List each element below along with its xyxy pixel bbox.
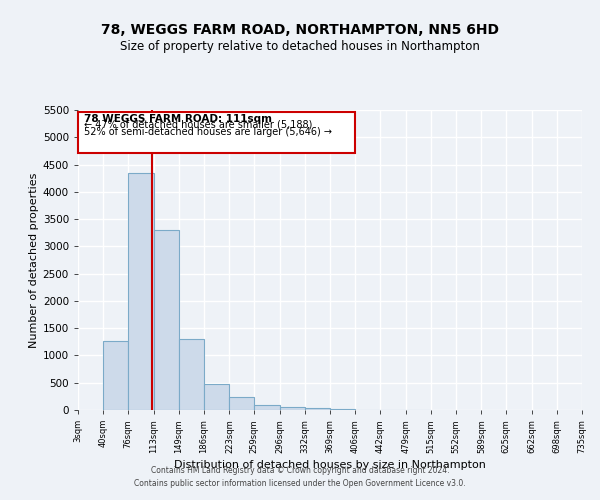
Bar xyxy=(280,407,305,410)
Text: Contains HM Land Registry data © Crown copyright and database right 2024.
Contai: Contains HM Land Registry data © Crown c… xyxy=(134,466,466,487)
Bar xyxy=(305,408,330,410)
Bar xyxy=(229,398,254,410)
Text: 78, WEGGS FARM ROAD, NORTHAMPTON, NN5 6HD: 78, WEGGS FARM ROAD, NORTHAMPTON, NN5 6H… xyxy=(101,22,499,36)
Text: Size of property relative to detached houses in Northampton: Size of property relative to detached ho… xyxy=(120,40,480,53)
Bar xyxy=(254,405,280,410)
Text: ← 47% of detached houses are smaller (5,188): ← 47% of detached houses are smaller (5,… xyxy=(83,120,312,130)
Y-axis label: Number of detached properties: Number of detached properties xyxy=(29,172,38,348)
X-axis label: Distribution of detached houses by size in Northampton: Distribution of detached houses by size … xyxy=(174,460,486,470)
FancyBboxPatch shape xyxy=(78,112,355,152)
Bar xyxy=(179,339,204,410)
Text: 52% of semi-detached houses are larger (5,646) →: 52% of semi-detached houses are larger (… xyxy=(83,127,332,137)
Bar xyxy=(204,384,229,410)
Bar xyxy=(154,230,179,410)
Bar xyxy=(128,172,154,410)
Text: 78 WEGGS FARM ROAD: 111sqm: 78 WEGGS FARM ROAD: 111sqm xyxy=(83,114,272,124)
Bar xyxy=(103,340,128,410)
